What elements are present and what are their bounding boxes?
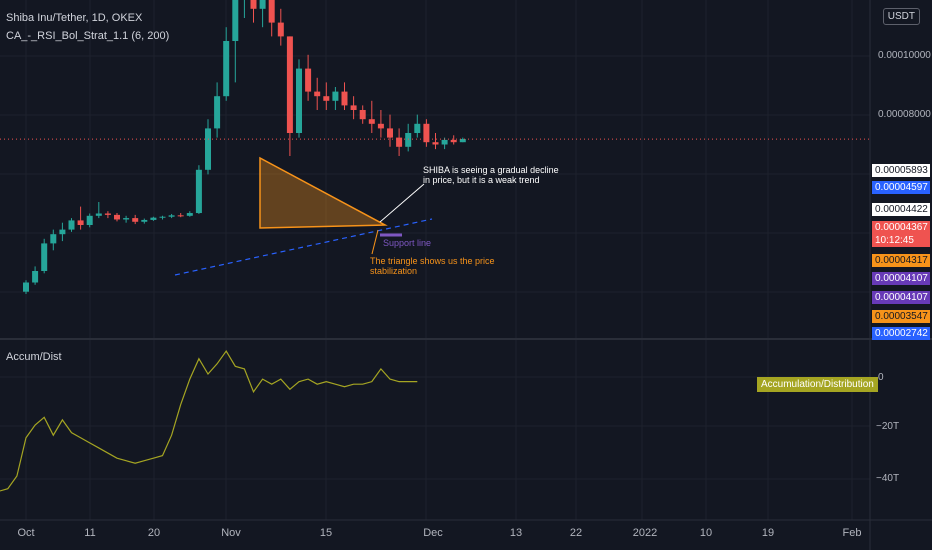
candle-body [232, 0, 239, 42]
candle-body [341, 91, 348, 106]
candle-body [141, 219, 148, 222]
time-label: 19 [761, 527, 775, 539]
indicator-axis-label: −40T [876, 473, 900, 484]
price-tag-countdown: 10:12:45 [875, 235, 914, 246]
time-label: 22 [569, 527, 583, 539]
candle-body [150, 217, 157, 220]
price-axis-label: 0.00010000 [878, 50, 931, 61]
time-label: 10 [699, 527, 713, 539]
price-tag: 0.00004107 [872, 272, 930, 285]
time-label: Dec [423, 527, 443, 539]
candle-body [68, 220, 75, 230]
candle-body [305, 68, 312, 92]
indicator-axis-label: 0 [878, 372, 884, 383]
candle-body [423, 123, 430, 143]
shiba-note-line1[interactable]: SHIBA is seeing a gradual decline [423, 165, 559, 175]
indicator-badge: Accumulation/Distribution [757, 377, 878, 392]
currency-button[interactable]: USDT [882, 8, 920, 25]
candle-body [250, 0, 257, 9]
price-axis-label: 0.00008000 [878, 109, 931, 120]
time-label: 20 [147, 527, 161, 539]
candle-body [132, 218, 139, 222]
candle-body [168, 215, 175, 217]
candle-body [195, 169, 202, 214]
price-tag: 0.00004597 [872, 181, 930, 194]
candle-body [332, 91, 339, 101]
time-label: Oct [17, 527, 35, 539]
time-label: Feb [842, 527, 862, 539]
price-tag: 0.00004367 10:12:45 [872, 221, 930, 247]
candle-body [205, 128, 211, 170]
triangle-note-line1[interactable]: The triangle shows us the price [370, 256, 495, 266]
candle-body [41, 243, 48, 271]
trend-line [174, 218, 433, 276]
candle-body [159, 216, 166, 218]
candle-body [368, 119, 375, 124]
strategy-legend[interactable]: CA_-_RSI_Bol_Strat_1.1 (6, 200) [6, 30, 170, 42]
time-label: 13 [509, 527, 523, 539]
candle-body [286, 36, 293, 133]
indicator-pane[interactable] [0, 349, 418, 492]
candle-body [350, 105, 357, 110]
candle-body [441, 139, 448, 145]
candle-body [314, 91, 321, 97]
price-tag: 0.00004422 [872, 203, 930, 216]
time-label: 15 [319, 527, 333, 539]
time-label: 11 [84, 527, 96, 539]
candle-body [114, 214, 120, 220]
drawing-overlay[interactable] [0, 138, 870, 276]
candle-body [277, 22, 284, 37]
candle-body [459, 138, 466, 143]
price-tag: 0.00004107 [872, 291, 930, 304]
candle-body [396, 137, 403, 147]
candle-body [296, 68, 302, 133]
time-label: Nov [221, 527, 241, 539]
candle-body [123, 218, 130, 220]
indicator-axis-label: −20T [876, 421, 900, 432]
candle-body [32, 271, 39, 283]
price-pane[interactable] [23, 0, 466, 294]
candle-body [77, 220, 84, 225]
indicator-title[interactable]: Accum/Dist [6, 351, 62, 363]
candle-body [177, 215, 184, 217]
price-tag: 0.00005893 [872, 164, 930, 177]
price-tag: 0.00004317 [872, 254, 930, 267]
candle-body [214, 96, 221, 129]
price-tag: 0.00003547 [872, 310, 930, 323]
time-label: 2022 [632, 527, 658, 539]
candle-body [414, 123, 421, 133]
candle-body [432, 142, 439, 145]
candle-body [95, 213, 102, 216]
accum-dist-line [0, 349, 418, 492]
candle-body [86, 215, 93, 225]
candle-body [405, 133, 412, 147]
candle-body [387, 128, 393, 138]
annotation-arrow [371, 229, 379, 255]
candle-body [323, 96, 330, 101]
triangle-note-line2[interactable]: stabilization [370, 266, 418, 276]
candle-body [450, 139, 457, 143]
candle-body [104, 213, 111, 215]
candle-body [259, 0, 266, 9]
candle-body [50, 234, 57, 244]
triangle-pattern [259, 156, 388, 229]
candle-body [59, 229, 66, 235]
candle-body [223, 41, 230, 97]
symbol-title[interactable]: Shiba Inu/Tether, 1D, OKEX [6, 12, 143, 24]
shiba-note-line2[interactable]: in price, but it is a weak trend [423, 175, 540, 185]
candle-body [377, 123, 384, 129]
candle-body [186, 213, 193, 216]
candle-body [23, 282, 29, 292]
support-label[interactable]: Support line [383, 238, 432, 248]
annotation-arrow [379, 183, 425, 223]
price-tag: 0.00002742 [872, 327, 930, 340]
candle-body [268, 0, 275, 23]
candle-body [359, 110, 366, 120]
